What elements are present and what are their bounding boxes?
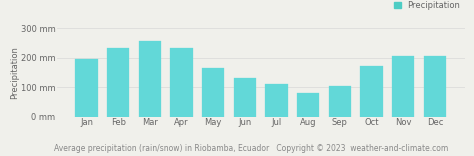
Bar (107, 48, 129, 117)
Y-axis label: Precipitation: Precipitation (10, 46, 19, 99)
Text: Average precipitation (rain/snow) in Riobamba, Ecuador   Copyright © 2023  weath: Average precipitation (rain/snow) in Rio… (54, 144, 448, 153)
Bar (297, 93, 319, 117)
Bar (392, 56, 414, 117)
Bar (329, 86, 351, 117)
Bar (360, 66, 383, 117)
Bar (75, 59, 98, 117)
Bar (139, 41, 161, 117)
Bar (171, 48, 192, 117)
Bar (234, 78, 256, 117)
Bar (265, 84, 288, 117)
Bar (202, 68, 224, 117)
Bar (424, 56, 446, 117)
Legend: Precipitation: Precipitation (394, 1, 460, 10)
